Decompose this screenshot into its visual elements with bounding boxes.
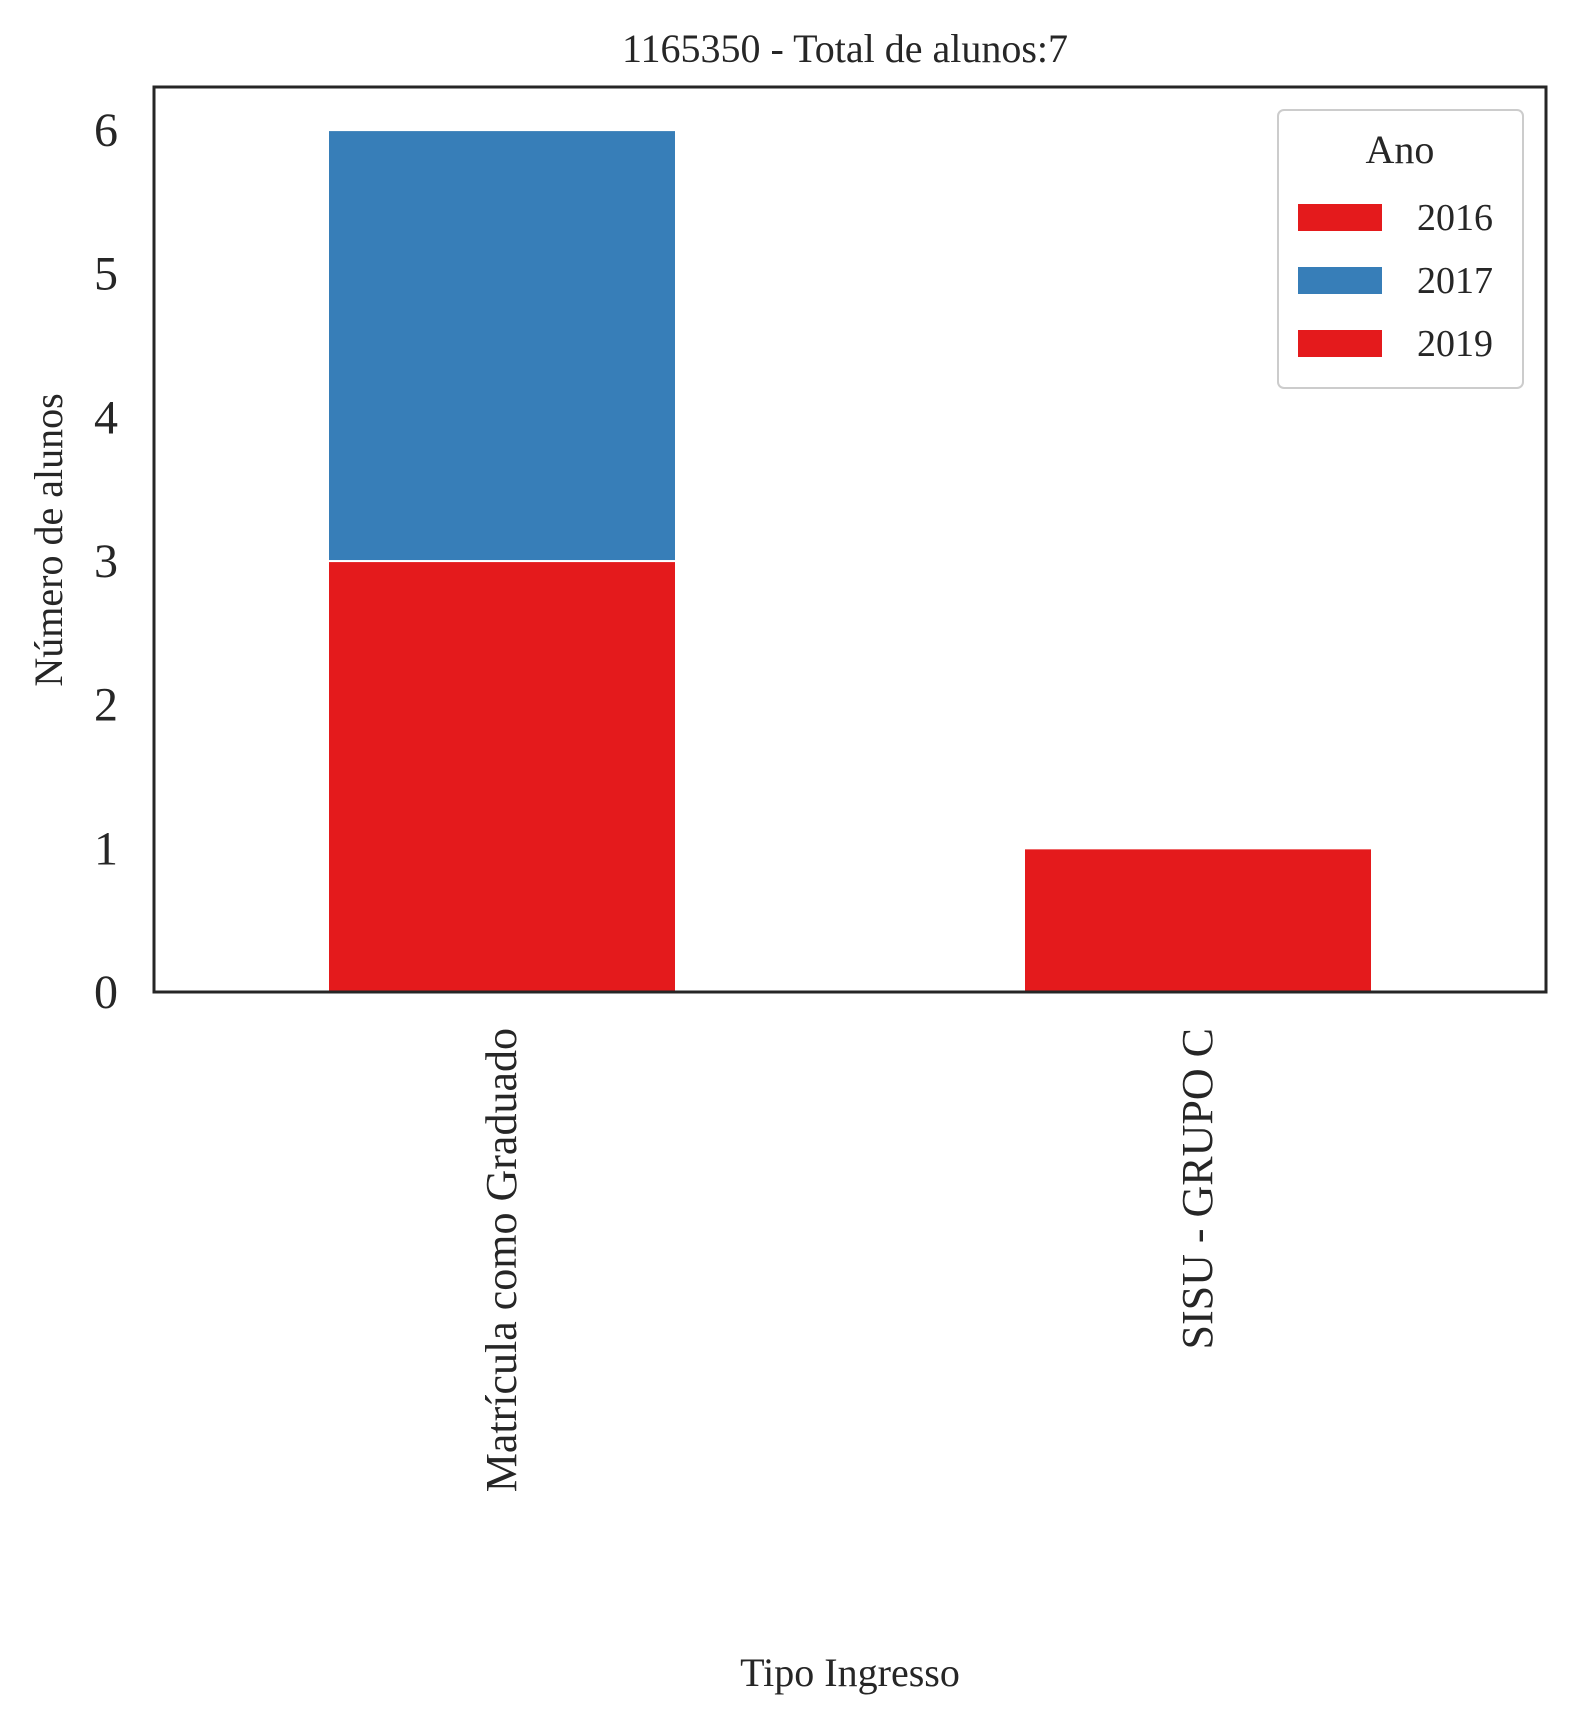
y-tick-label: 1 xyxy=(94,822,118,875)
y-tick-label: 0 xyxy=(94,966,118,1019)
bars-group xyxy=(327,129,1373,993)
bar-2016-cat-0 xyxy=(327,560,677,993)
y-axis-label: Número de alunos xyxy=(26,393,71,686)
x-tick-label: Matrícula como Graduado xyxy=(477,1028,526,1492)
legend-label-2017: 2017 xyxy=(1417,260,1493,302)
chart-title: 1165350 - Total de alunos:7 xyxy=(622,26,1068,71)
bar-2019-cat-1 xyxy=(1023,847,1373,993)
legend: Ano 2016 2017 2019 xyxy=(1277,109,1524,389)
legend-swatch-2019 xyxy=(1298,330,1382,357)
legend-label-2019: 2019 xyxy=(1417,323,1493,365)
legend-swatch-2016 xyxy=(1298,204,1382,231)
y-tick-label: 3 xyxy=(94,535,118,588)
legend-frame xyxy=(1277,109,1524,389)
y-tick-label: 5 xyxy=(94,248,118,301)
y-tick-label: 2 xyxy=(94,679,118,732)
y-tick-label: 4 xyxy=(94,391,118,444)
y-tick-labels: 0 1 2 3 4 5 6 xyxy=(94,104,118,1019)
legend-items: 2016 2017 2019 xyxy=(1298,197,1493,365)
x-axis-label: Tipo Ingresso xyxy=(740,1650,960,1695)
plot-frame xyxy=(152,85,1548,994)
legend-title: Ano xyxy=(1366,127,1435,172)
legend-swatch-2017 xyxy=(1298,267,1382,294)
x-tick-labels: Matrícula como Graduado SISU - GRUPO C xyxy=(477,1028,1222,1492)
legend-label-2016: 2016 xyxy=(1417,197,1493,239)
bar-2017-cat-0 xyxy=(327,129,677,563)
y-tick-label: 6 xyxy=(94,104,118,157)
x-tick-label: SISU - GRUPO C xyxy=(1173,1028,1222,1350)
